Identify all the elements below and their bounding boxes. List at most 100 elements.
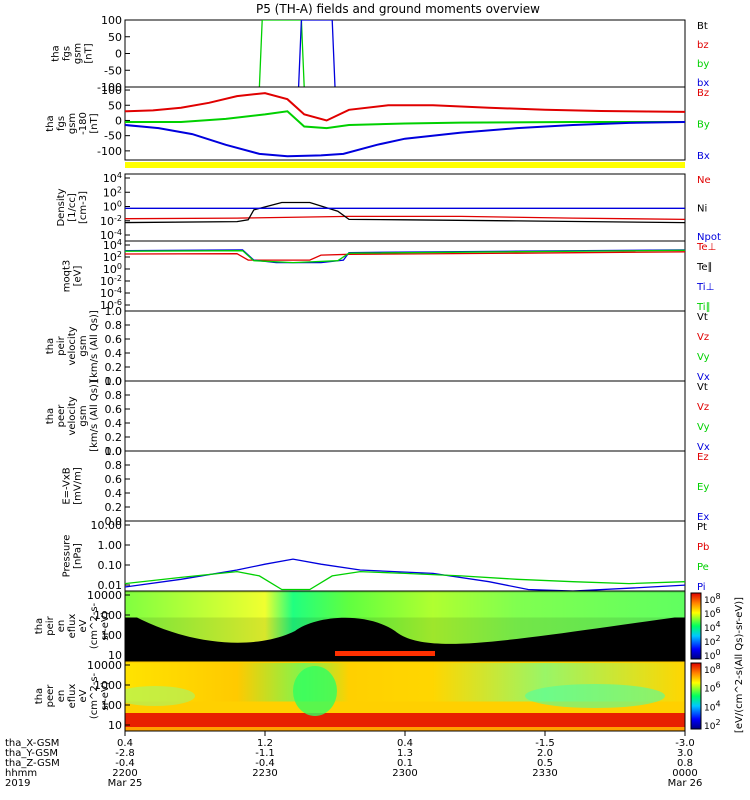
y-axis-label-line: gsm — [73, 43, 84, 64]
y-axis-label: E=-VxB [mV/m] — [62, 467, 84, 505]
legend-entry: By — [697, 120, 710, 131]
y-axis-label: tha fgs gsm [nT] — [51, 43, 95, 64]
y-tick-label: 0.8 — [105, 389, 123, 402]
x-tick-label: 0.4 — [397, 738, 413, 749]
y-axis-label-line: (cm^2-s- — [89, 602, 100, 649]
legend-entry: Te⊥ — [696, 242, 716, 253]
panel-frame — [124, 380, 686, 452]
series-Pe — [125, 570, 685, 591]
x-tick-label: -0.4 — [255, 758, 275, 769]
y-axis-label-line: tha — [45, 338, 56, 354]
spectrogram-feature — [125, 686, 195, 706]
colorbar-tick-label: 108 — [704, 592, 721, 606]
y-tick-label: 0.4 — [105, 417, 123, 430]
series-Te⊥ — [125, 251, 685, 261]
y-tick-label: 0.0 — [105, 515, 123, 528]
y-axis-label-line: peer — [56, 404, 67, 428]
colorbar-tick-label: 102 — [704, 718, 721, 732]
panel-frame — [124, 86, 686, 161]
y-axis-label: Density [1/cc] [cm-3] — [56, 188, 89, 226]
y-axis-label-line: sr-eV) — [100, 611, 111, 640]
y-axis-label-line: [nT] — [84, 43, 95, 63]
x-tick-label: 2230 — [252, 768, 277, 779]
legend-entry: Vx — [697, 372, 710, 383]
spectrogram — [125, 661, 685, 731]
legend-entry: by — [697, 59, 709, 70]
y-tick-label: 100 — [103, 200, 122, 214]
x-tick-label: 0.1 — [397, 758, 413, 769]
y-axis-label-line: eflux — [67, 614, 78, 639]
x-tick-label: 1.2 — [257, 738, 273, 749]
x-tick-label: 0.5 — [537, 758, 553, 769]
y-axis-label-line: gsm — [78, 335, 89, 356]
y-tick-label: 100 — [101, 14, 122, 27]
x-row-label: tha_Y-GSM — [5, 748, 58, 759]
y-tick-label: -100 — [97, 145, 122, 158]
panel-frame — [124, 520, 686, 592]
y-axis-label-line: [eV] — [73, 266, 84, 287]
panel-2: 100 50 0 -50 -100 tha fgs gsm -180 [nT] Bz By Bx — [45, 84, 710, 162]
series-Ti∥ — [125, 249, 685, 264]
y-axis-label-line: [nT] — [89, 113, 100, 133]
legend-entry: Vy — [697, 352, 710, 363]
y-tick-label: 10-2 — [100, 214, 122, 228]
y-axis-label-line: gsm — [67, 113, 78, 134]
y-axis-label: tha peer velocity gsm [km/s (All Qs)] — [45, 380, 100, 452]
legend-entry: Bz — [697, 88, 709, 99]
spectrogram-edge — [125, 727, 685, 731]
y-axis-label-line: gsm — [78, 405, 89, 426]
y-tick-label: 100 — [101, 699, 122, 712]
y-axis-label-line: sr-eV) — [100, 681, 111, 710]
legend-entry: Pt — [697, 522, 707, 533]
series-Bz — [125, 92, 685, 122]
y-tick-label: 104 — [103, 171, 122, 185]
panel-1: 100 50 0 -50 -100 tha fgs gsm [nT] Bt bz by bx — [51, 14, 710, 94]
series-bx — [297, 20, 336, 87]
x-tick-label: Mar 25 — [108, 778, 143, 789]
y-tick-label: 0 — [115, 48, 122, 61]
y-tick-label: 1000 — [94, 609, 122, 622]
legend-entry: Ex — [697, 512, 709, 523]
legend-entry: bx — [697, 78, 709, 89]
legend-entry: Vt — [697, 312, 708, 323]
y-tick-label: 0.10 — [98, 559, 123, 572]
colorbar — [690, 592, 702, 660]
colorbar — [690, 662, 702, 730]
y-tick-label: 10000 — [87, 589, 122, 602]
y-axis-label-line: moqt3 — [62, 260, 73, 293]
legend-entry: Pe — [697, 562, 709, 573]
y-axis-label: moqt3 [eV] — [62, 260, 84, 293]
x-tick-label: -0.4 — [115, 758, 135, 769]
x-tick-label: 2200 — [112, 768, 137, 779]
series-group — [125, 201, 685, 224]
x-tick-label: 2330 — [532, 768, 557, 779]
colorbar-label: [eV/(cm^2-s(All Qs)-sr-eV)] — [734, 597, 745, 733]
series-group — [125, 558, 685, 591]
y-axis-label: tha peir velocity gsm [km/s (All Qs)] — [45, 310, 100, 382]
y-tick-label: 1.00 — [98, 539, 123, 552]
spectrogram-low-energy-band — [335, 651, 435, 656]
quality-flag-bar — [125, 162, 685, 168]
y-tick-label: 10 — [108, 719, 122, 732]
y-tick-label: 102 — [103, 185, 122, 199]
y-tick-label: 0.8 — [105, 319, 123, 332]
colorbar-tick-label: 106 — [704, 681, 721, 695]
x-tick-label: -1.5 — [535, 738, 555, 749]
y-tick-label: 1.0 — [105, 375, 123, 388]
legend-entry: Vz — [697, 332, 709, 343]
y-axis-label-line: tha — [45, 115, 56, 131]
y-tick-label: 0.01 — [98, 579, 123, 592]
series-Bx — [125, 121, 685, 158]
panel-frame — [124, 450, 686, 522]
legend-entry: Bt — [697, 21, 708, 32]
legend-entry: Ez — [697, 452, 709, 463]
y-axis-label-line: peir — [56, 335, 67, 355]
y-tick-label: 0.0 — [105, 445, 123, 458]
y-axis-label-line: [km/s (All Qs)] — [89, 310, 100, 382]
